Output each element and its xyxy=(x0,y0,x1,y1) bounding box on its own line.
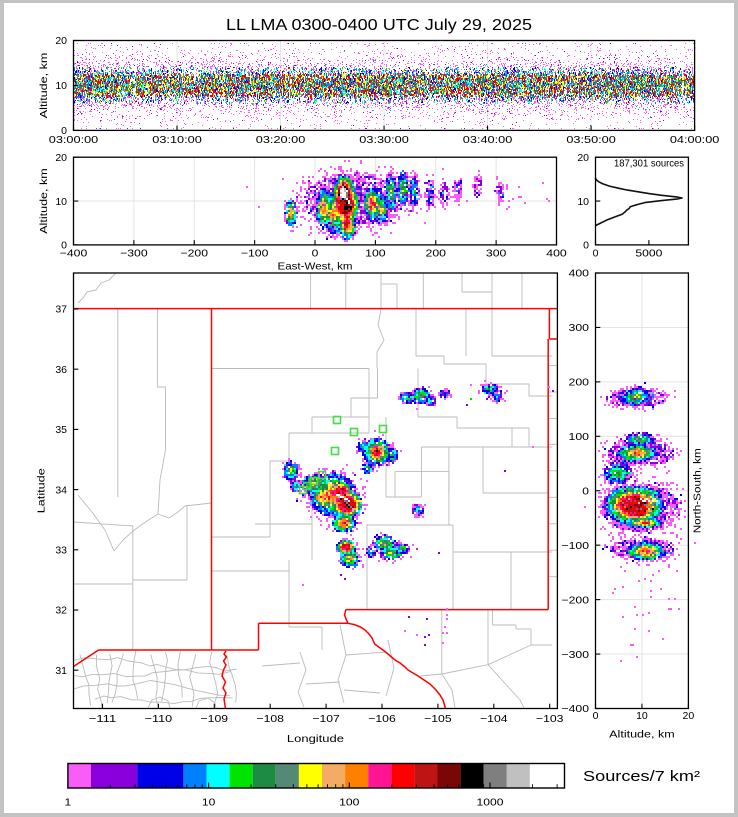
svg-text:400: 400 xyxy=(569,268,590,280)
svg-text:10: 10 xyxy=(636,710,648,722)
svg-text:32: 32 xyxy=(55,605,67,617)
svg-text:East-West, km: East-West, km xyxy=(278,261,353,273)
svg-text:5000: 5000 xyxy=(635,248,662,260)
svg-text:−110: −110 xyxy=(145,713,173,725)
svg-text:400: 400 xyxy=(546,248,567,260)
svg-text:20: 20 xyxy=(577,152,589,164)
svg-text:Sources/7 km²: Sources/7 km² xyxy=(583,769,700,785)
svg-text:03:40:00: 03:40:00 xyxy=(463,134,513,146)
svg-text:100: 100 xyxy=(569,431,590,443)
svg-text:−104: −104 xyxy=(480,713,508,725)
svg-text:03:30:00: 03:30:00 xyxy=(359,134,409,146)
svg-text:10: 10 xyxy=(55,80,67,92)
svg-text:36: 36 xyxy=(55,364,67,376)
svg-text:34: 34 xyxy=(55,484,67,496)
svg-text:03:10:00: 03:10:00 xyxy=(152,134,202,146)
svg-text:0: 0 xyxy=(593,710,599,722)
svg-text:−200: −200 xyxy=(562,594,590,606)
svg-text:−108: −108 xyxy=(256,713,284,725)
svg-text:LL LMA 0300-0400 UTC July 29,: LL LMA 0300-0400 UTC July 29, 2025 xyxy=(226,17,532,34)
svg-text:Latitude: Latitude xyxy=(36,468,48,513)
svg-text:35: 35 xyxy=(55,424,67,436)
svg-text:1: 1 xyxy=(65,797,72,809)
svg-text:10: 10 xyxy=(202,797,216,809)
svg-text:−400: −400 xyxy=(60,248,88,260)
svg-text:300: 300 xyxy=(486,248,507,260)
svg-text:100: 100 xyxy=(365,248,386,260)
svg-text:20: 20 xyxy=(55,152,67,164)
svg-text:−111: −111 xyxy=(89,713,117,725)
svg-text:−103: −103 xyxy=(536,713,564,725)
svg-text:03:20:00: 03:20:00 xyxy=(256,134,306,146)
svg-text:1000: 1000 xyxy=(477,797,504,809)
svg-text:187,301 sources: 187,301 sources xyxy=(614,159,684,170)
svg-text:0: 0 xyxy=(583,240,589,252)
svg-text:−400: −400 xyxy=(562,703,590,715)
svg-text:Altitude, km: Altitude, km xyxy=(38,168,50,234)
svg-text:−100: −100 xyxy=(241,248,269,260)
svg-text:Longitude: Longitude xyxy=(287,733,344,745)
svg-text:04:00:00: 04:00:00 xyxy=(670,134,720,146)
svg-text:North-South, km: North-South, km xyxy=(692,448,704,533)
svg-text:0: 0 xyxy=(61,240,67,252)
svg-text:31: 31 xyxy=(55,665,67,677)
svg-text:0: 0 xyxy=(312,248,319,260)
svg-text:Altitude, km: Altitude, km xyxy=(609,729,675,741)
svg-text:−300: −300 xyxy=(562,649,590,661)
svg-text:−106: −106 xyxy=(368,713,396,725)
svg-text:300: 300 xyxy=(569,322,590,334)
svg-text:200: 200 xyxy=(569,377,590,389)
svg-text:−200: −200 xyxy=(181,248,209,260)
svg-text:37: 37 xyxy=(55,304,67,316)
svg-text:03:00:00: 03:00:00 xyxy=(49,134,99,146)
svg-text:33: 33 xyxy=(55,545,67,557)
svg-text:03:50:00: 03:50:00 xyxy=(566,134,616,146)
svg-text:10: 10 xyxy=(577,196,589,208)
svg-text:200: 200 xyxy=(426,248,447,260)
svg-text:−109: −109 xyxy=(201,713,229,725)
svg-text:−105: −105 xyxy=(424,713,452,725)
svg-text:20: 20 xyxy=(55,35,67,47)
svg-text:0: 0 xyxy=(582,485,589,497)
svg-text:100: 100 xyxy=(339,797,359,809)
svg-text:−100: −100 xyxy=(562,540,590,552)
svg-text:10: 10 xyxy=(55,196,67,208)
svg-text:−107: −107 xyxy=(312,713,340,725)
svg-text:−300: −300 xyxy=(120,248,148,260)
svg-text:20: 20 xyxy=(683,710,695,722)
svg-text:Altitude, km: Altitude, km xyxy=(38,52,50,118)
svg-text:0: 0 xyxy=(593,248,599,260)
svg-text:0: 0 xyxy=(61,125,67,137)
